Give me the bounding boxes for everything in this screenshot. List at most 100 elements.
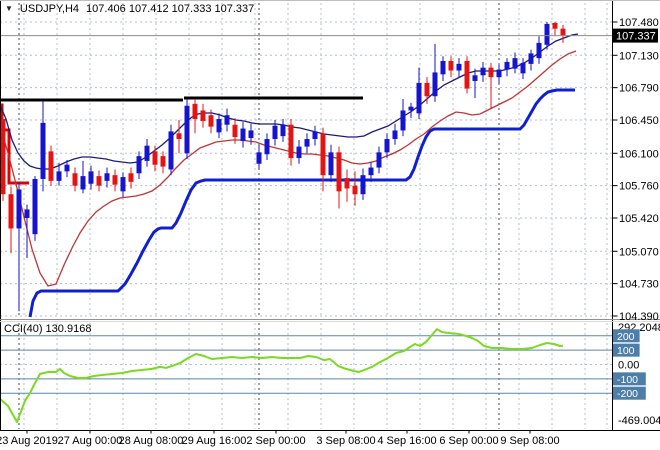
candle-body — [512, 58, 518, 69]
candle-body — [176, 133, 182, 140]
price-axis-label: 107.480 — [619, 17, 659, 29]
candle-body — [240, 128, 246, 141]
candle-body — [560, 28, 566, 36]
candle-body — [288, 124, 294, 159]
price-axis-label: 104.730 — [619, 279, 659, 291]
cci-min-label: -469.0048 — [618, 415, 660, 427]
candle-body — [520, 62, 526, 74]
chart-menu-icon[interactable]: ▼ — [5, 4, 13, 13]
time-axis-label: 2 Sep 00:00 — [246, 435, 305, 447]
candle-body — [0, 119, 6, 195]
candle-body — [56, 171, 62, 181]
candle-body — [344, 178, 350, 189]
candle-body — [544, 23, 550, 45]
cci-zero-label: 0.00 — [618, 360, 639, 372]
candle-body — [552, 22, 558, 29]
candles-layer — [0, 22, 566, 312]
candle-body — [104, 173, 110, 181]
candle-body — [256, 152, 262, 164]
time-axis-label: 3 Sep 08:00 — [316, 435, 375, 447]
upper-band-line — [0, 33, 579, 170]
time-axis-label: 27 Aug 00:00 — [58, 435, 123, 447]
candle-body — [352, 185, 358, 195]
price-axis-label: 105.420 — [619, 213, 659, 225]
candle-body — [464, 61, 470, 89]
time-axis-label: 29 Aug 16:00 — [182, 435, 247, 447]
time-axis-label: 4 Sep 16:00 — [377, 435, 436, 447]
price-axis-label: 105.070 — [619, 246, 659, 258]
cci-level-badge — [613, 343, 640, 357]
candle-body — [64, 164, 70, 172]
cci-level-badge-text: -100 — [617, 374, 638, 386]
candle-body — [296, 146, 302, 159]
candle-body — [416, 82, 422, 114]
candle-body — [280, 124, 286, 137]
cci-indicator-label: CCI(40) 130.9168 — [4, 323, 91, 335]
candle-body — [376, 152, 382, 168]
candle-body — [264, 139, 270, 155]
cci-layer: CCI(40) 130.9168 — [0, 323, 564, 423]
candle-body — [536, 42, 542, 59]
candle-body — [488, 67, 494, 78]
price-axis[interactable]: 107.480 107.130 106.790 106.450 106.100 105.7… — [612, 17, 659, 323]
price-axis-label: 105.760 — [619, 181, 659, 193]
chart-title-symbol: USDJPY,H4 — [19, 3, 80, 15]
candle-body — [144, 145, 150, 161]
candle-body — [408, 106, 414, 111]
bid-price-badge-text: 107.337 — [616, 31, 656, 43]
candle-body — [328, 152, 334, 176]
candle-body — [304, 139, 310, 147]
candle-body — [272, 125, 278, 140]
time-axis-label: 23 Aug 2019 — [0, 435, 58, 447]
price-axis-label: 106.790 — [619, 83, 659, 95]
cci-level-badge — [613, 372, 646, 386]
candle-body — [504, 61, 510, 70]
cci-level-badge — [613, 386, 646, 400]
candle-body — [448, 61, 454, 71]
cci-level-badge — [613, 329, 640, 343]
candle-body — [320, 133, 326, 176]
candle-body — [184, 105, 190, 154]
candle-body — [496, 69, 502, 78]
candle-body — [48, 151, 54, 181]
trailing-stop-up-line — [28, 88, 575, 318]
candle-body — [248, 130, 254, 139]
candle-body — [224, 115, 230, 125]
candle-body — [400, 110, 406, 131]
candle-body — [472, 75, 478, 81]
candle-body — [40, 122, 46, 179]
candle-body — [440, 61, 446, 75]
cci-line — [0, 328, 564, 423]
candle-body — [72, 173, 78, 186]
candle-body — [424, 82, 430, 97]
candle-body — [96, 176, 102, 186]
candle-body — [24, 209, 30, 218]
candle-body — [88, 171, 94, 184]
price-axis-label: 104.390 — [619, 311, 659, 323]
price-axis-label: 106.100 — [619, 148, 659, 160]
price-axis-label: 107.130 — [619, 50, 659, 62]
time-axis-label: 6 Sep 00:00 — [439, 435, 498, 447]
candle-body — [168, 131, 174, 170]
candle-body — [128, 173, 134, 182]
candle-body — [152, 151, 158, 165]
candle-body — [392, 130, 398, 140]
candle-body — [216, 119, 222, 133]
grid-lines — [0, 3, 613, 429]
chart-title-ohlc: 107.406 107.412 107.333 107.337 — [86, 3, 255, 15]
chart-frame — [0, 1, 660, 431]
bid-price-badge — [613, 28, 658, 43]
candle-body — [480, 67, 486, 76]
candle-body — [200, 110, 206, 121]
cci-level-badge-text: -200 — [617, 388, 638, 400]
candle-body — [336, 152, 342, 192]
candle-body — [208, 115, 214, 127]
candle-body — [112, 175, 118, 185]
candle-body — [432, 72, 438, 97]
candle-body — [528, 53, 534, 64]
time-axis-label: 9 Sep 08:00 — [500, 435, 559, 447]
